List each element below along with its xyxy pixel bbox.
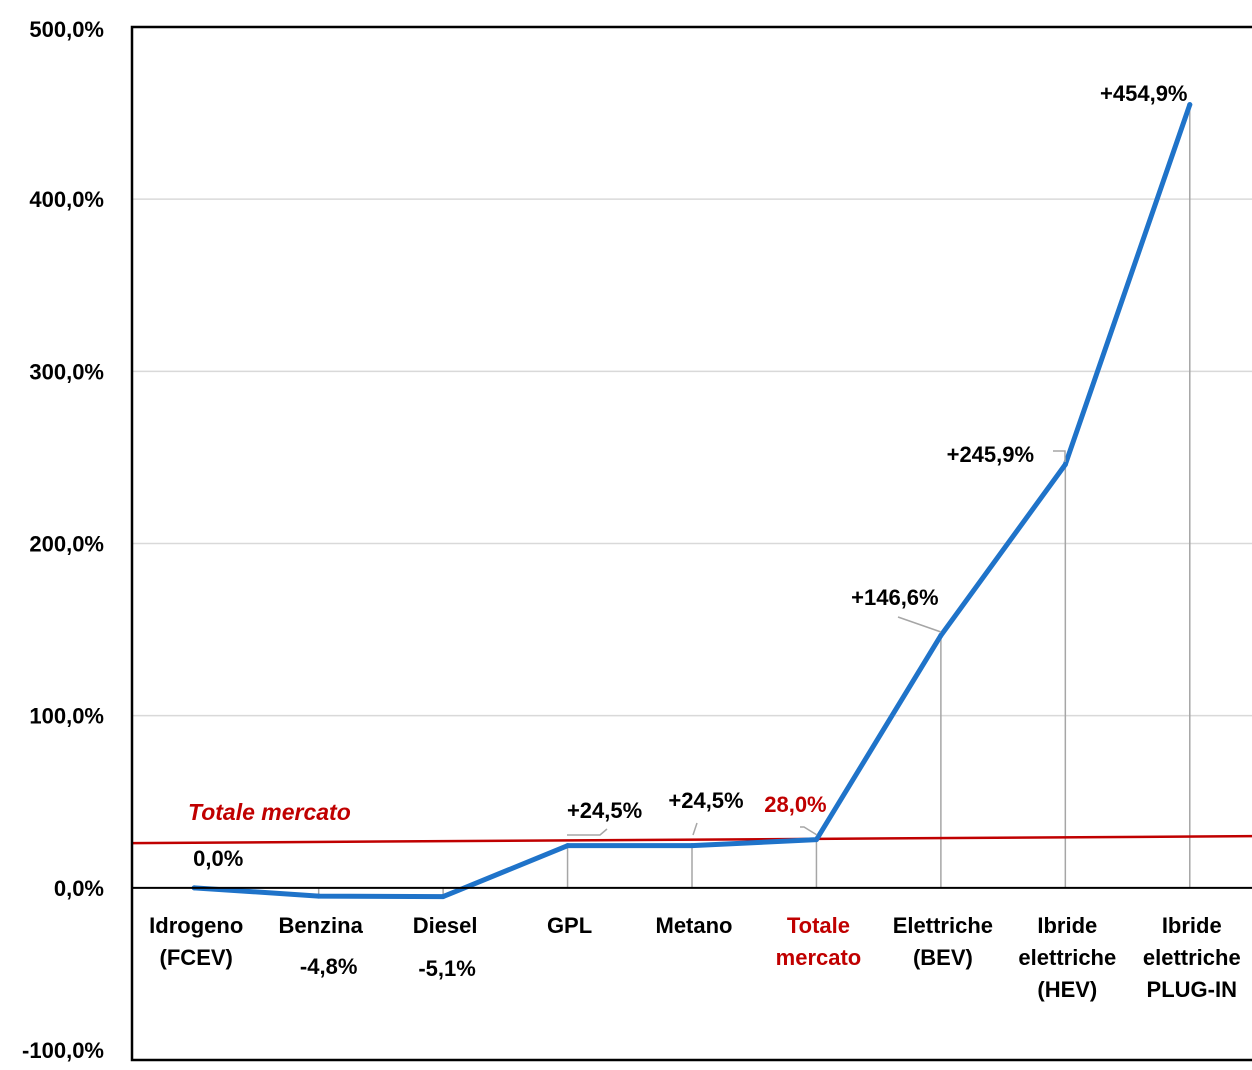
x-category-label: Totale mercato (776, 913, 862, 970)
reference-line-label: Totale mercato (188, 799, 351, 825)
data-point (1062, 461, 1068, 467)
series-line (191, 102, 1193, 900)
x-category-label: GPL (547, 913, 592, 938)
x-axis-categories: Idrogeno (FCEV) Benzina Diesel GPL Metano Tota… (149, 913, 1241, 1002)
data-labels: 0,0% -4,8% -5,1% +24,5% +24,5% 28,0% +146,6% +2… (193, 81, 1187, 981)
y-tick-label: 500,0% (29, 17, 104, 42)
data-label-leader (1053, 450, 1066, 462)
data-label: 28,0% (764, 792, 826, 817)
data-point (689, 843, 695, 849)
data-point (938, 632, 944, 638)
y-axis-ticks: -100,0% 0,0% 100,0% 200,0% 300,0% 400,0% 500,0… (22, 17, 104, 1063)
y-tick-label: 200,0% (29, 532, 104, 557)
x-category-label: Metano (656, 913, 733, 938)
data-label-leader (897, 616, 942, 633)
reference-line (131, 834, 1252, 845)
y-tick-label: -100,0% (22, 1038, 104, 1063)
x-category-label: Ibride elettriche (HEV) (1018, 913, 1116, 1002)
data-point (316, 893, 322, 899)
y-tick-label: 400,0% (29, 187, 104, 212)
data-label: 0,0% (193, 846, 243, 871)
x-category-label: Idrogeno (FCEV) (149, 913, 243, 970)
reference-line-group: Totale mercato (131, 799, 1252, 845)
x-category-label: Elettriche (BEV) (893, 913, 993, 970)
series-group (191, 102, 1193, 900)
data-label: +24,5% (668, 788, 743, 813)
data-point (440, 894, 446, 900)
data-label: +245,9% (947, 442, 1034, 467)
axes (130, 25, 1252, 1062)
data-label: +454,9% (1100, 81, 1187, 106)
x-category-label: Diesel (413, 913, 478, 938)
y-tick-label: 0,0% (54, 876, 104, 901)
data-label: -4,8% (300, 954, 357, 979)
plot-frame (130, 25, 1252, 1062)
x-category-label: Benzina (278, 913, 363, 938)
data-label: -5,1% (418, 956, 475, 981)
data-point (813, 837, 819, 843)
x-category-label: Ibride elettriche PLUG-IN (1143, 913, 1241, 1002)
data-label-leader (800, 826, 818, 836)
data-label-leader (567, 828, 608, 836)
y-tick-label: 300,0% (29, 359, 104, 384)
data-point (1187, 102, 1193, 108)
data-point (565, 843, 571, 849)
data-label-leader (692, 822, 698, 836)
data-label: +146,6% (851, 585, 938, 610)
gridlines (132, 198, 1252, 717)
y-tick-label: 100,0% (29, 704, 104, 729)
data-label: +24,5% (567, 798, 642, 823)
